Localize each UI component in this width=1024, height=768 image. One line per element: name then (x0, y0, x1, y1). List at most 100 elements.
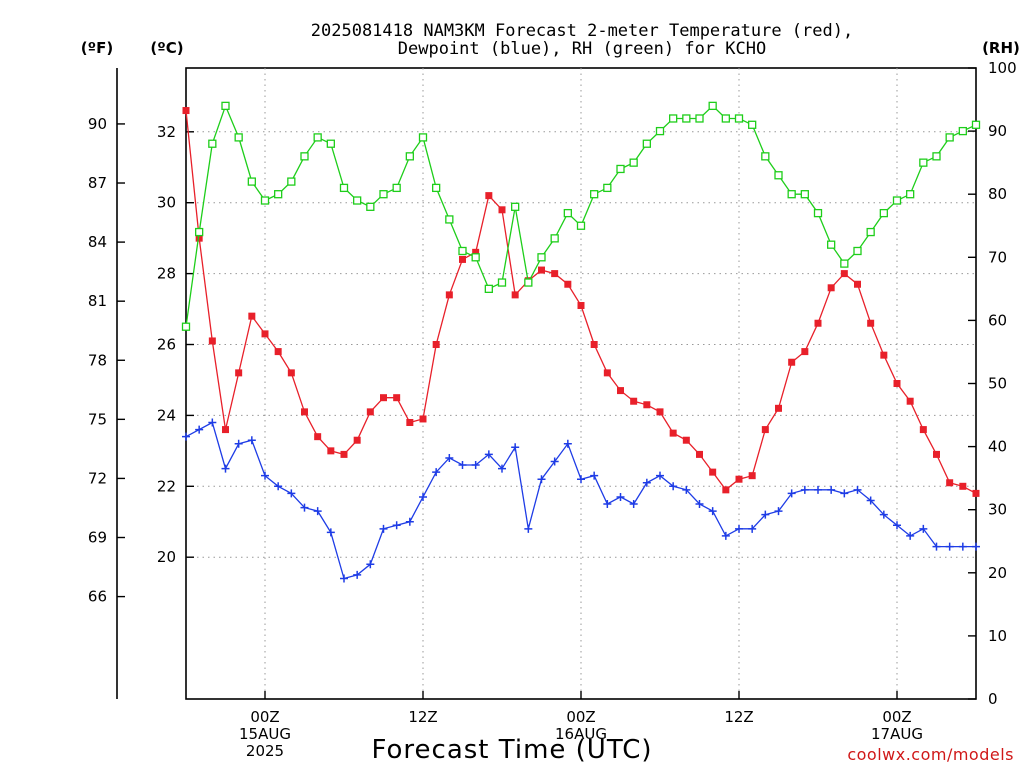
data-point (458, 461, 467, 470)
data-point (260, 196, 270, 205)
data-point (300, 503, 309, 512)
fahrenheit-tick-label: 78 (88, 351, 107, 369)
data-point (748, 524, 757, 533)
x-tick-label: 16AUG (555, 725, 607, 743)
data-point (958, 126, 967, 136)
data-point (511, 291, 519, 299)
fahrenheit-tick-label: 84 (88, 233, 107, 251)
rh-tick-label: 20 (988, 564, 1007, 582)
data-point (656, 408, 664, 416)
data-point (629, 158, 638, 167)
data-point (800, 485, 809, 494)
data-point (656, 471, 664, 480)
data-point (616, 164, 625, 174)
data-point (537, 253, 546, 262)
data-point (563, 208, 572, 218)
data-point (906, 190, 915, 199)
data-point (221, 101, 230, 111)
rh-tick-label: 40 (988, 438, 1007, 456)
data-point (406, 418, 414, 426)
data-point (432, 183, 441, 193)
data-point (445, 291, 453, 299)
data-point (669, 482, 678, 491)
data-point (813, 208, 823, 218)
data-point (287, 177, 296, 186)
data-point (235, 369, 243, 377)
data-point (590, 341, 598, 349)
data-point (577, 302, 585, 310)
rh-tick-label: 90 (988, 122, 1007, 140)
data-point (906, 397, 914, 405)
data-point (419, 415, 427, 423)
data-point (208, 418, 217, 427)
data-point (432, 468, 441, 477)
data-point (801, 348, 809, 356)
data-point (366, 560, 375, 569)
data-point (616, 492, 625, 501)
data-point (313, 133, 322, 142)
data-point (892, 196, 902, 205)
data-point (748, 472, 756, 480)
data-point (274, 348, 282, 356)
data-point (234, 439, 243, 448)
series-rh (181, 101, 981, 331)
rh-tick-label: 60 (988, 311, 1007, 329)
data-point (459, 255, 466, 263)
fahrenheit-tick-label: 72 (88, 469, 107, 487)
data-point (471, 253, 480, 262)
data-point (576, 221, 586, 230)
data-point (708, 101, 717, 111)
fahrenheit-tick-label: 75 (88, 410, 107, 428)
data-point (537, 475, 546, 484)
x-tick-label: 00Z (566, 708, 595, 726)
data-point (933, 450, 940, 458)
rh-tick-label: 70 (988, 248, 1007, 266)
data-point (827, 284, 835, 292)
data-point (300, 152, 309, 161)
data-point (879, 208, 888, 218)
data-point (287, 489, 296, 498)
x-tick-label: 00Z (250, 708, 279, 726)
data-point (379, 524, 388, 533)
data-point (603, 369, 611, 377)
data-point (972, 542, 980, 551)
data-point (472, 248, 480, 256)
data-point (182, 107, 190, 115)
data-point (669, 429, 677, 437)
data-point (511, 202, 520, 211)
fahrenheit-tick-label: 81 (88, 292, 107, 310)
chart-title-line2: Dewpoint (blue), RH (green) for KCHO (398, 39, 766, 59)
data-point (511, 443, 520, 452)
data-point (814, 485, 822, 494)
data-point (577, 475, 585, 484)
data-point (287, 369, 295, 377)
data-point (261, 471, 269, 480)
data-point (590, 471, 599, 480)
data-point (313, 507, 322, 516)
data-point (405, 517, 414, 526)
data-point (563, 439, 572, 448)
fahrenheit-tick-label: 87 (88, 174, 107, 192)
data-point (866, 227, 875, 237)
data-point (379, 190, 388, 199)
celsius-tick-label: 32 (157, 123, 176, 141)
data-point (195, 227, 204, 237)
series-line (185, 421, 976, 580)
source-credit: coolwx.com/models (847, 745, 1014, 764)
data-point (959, 482, 967, 490)
data-point (814, 319, 822, 327)
data-point (208, 337, 216, 345)
data-point (761, 152, 770, 161)
data-point (761, 426, 769, 434)
data-point (775, 404, 782, 412)
rh-tick-label: 10 (988, 627, 1007, 645)
fahrenheit-tick-label: 90 (88, 115, 107, 133)
data-point (919, 426, 927, 434)
x-tick-label: 00Z (882, 708, 911, 726)
fahrenheit-tick-label: 66 (88, 588, 107, 606)
data-point (326, 139, 335, 148)
data-point (392, 183, 401, 193)
x-tick-label: 15AUG (239, 725, 291, 743)
data-point (247, 436, 256, 445)
